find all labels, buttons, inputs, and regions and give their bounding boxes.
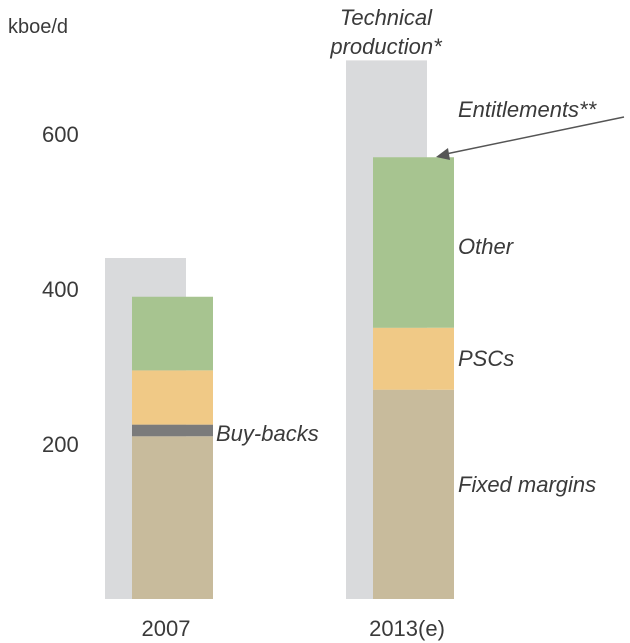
y-axis-unit: kboe/d (8, 16, 68, 38)
bar-pscs-2013e (373, 327, 454, 390)
bar-buy-backs-2007 (132, 424, 213, 437)
bars-group (105, 60, 454, 599)
bar-fixed-margins-2013e (373, 389, 454, 599)
other-label: Other (458, 234, 515, 259)
bar-pscs-2007 (132, 370, 213, 425)
fixed-margins-label: Fixed margins (458, 472, 596, 497)
x-tick-label-2007: 2007 (142, 616, 191, 641)
entitlements-arrowhead (436, 148, 450, 160)
bar-other-2013e (373, 157, 454, 328)
x-tick-label-2013e: 2013(e) (369, 616, 445, 641)
bar-fixed-margins-2007 (132, 436, 213, 599)
technical-production-label-line1: Technical (340, 5, 433, 30)
buy-backs-label: Buy-backs (216, 421, 319, 446)
bar-other-2007 (132, 296, 213, 371)
entitlements-arrow (440, 116, 625, 156)
pscs-label: PSCs (458, 346, 514, 371)
y-tick-label-200: 200 (42, 432, 79, 457)
technical-production-label-line2: production* (329, 34, 443, 59)
y-tick-label-400: 400 (42, 277, 79, 302)
y-tick-label-600: 600 (42, 122, 79, 147)
entitlements-label: Entitlements** (458, 97, 598, 122)
